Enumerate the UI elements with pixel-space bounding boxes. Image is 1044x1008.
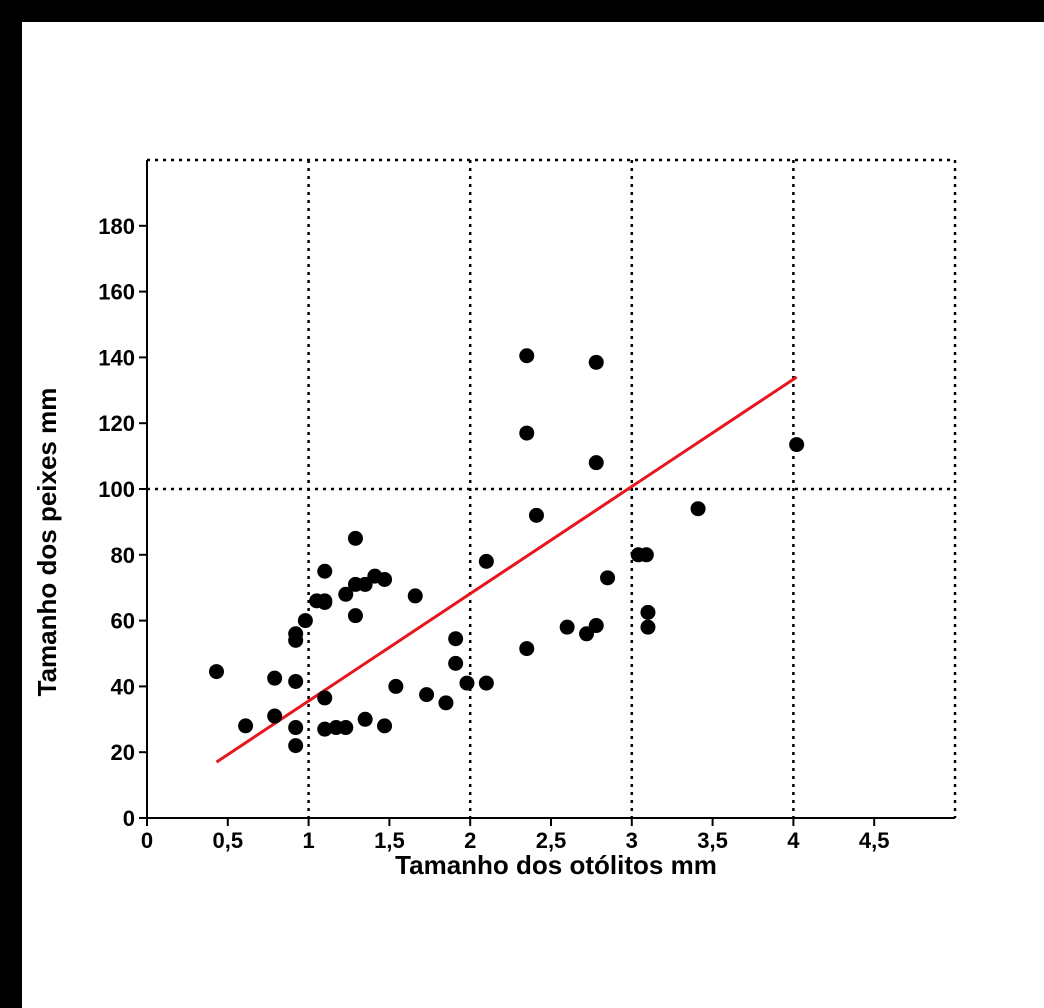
data-point-44: [588, 618, 604, 634]
data-point-51: [789, 437, 805, 453]
data-point-2: [267, 670, 283, 686]
data-point-8: [288, 738, 304, 754]
data-point-43: [588, 455, 604, 471]
data-point-36: [519, 348, 535, 364]
data-point-14: [317, 690, 333, 706]
x-tick-label-8: 4: [787, 828, 800, 853]
x-tick-label-0: 0: [141, 828, 153, 853]
x-tick-label-6: 3: [626, 828, 638, 853]
data-point-47: [638, 547, 654, 563]
y-axis-title: Tamanho dos peixes mm: [32, 388, 62, 697]
trendline-group: [215, 375, 798, 764]
data-point-33: [459, 675, 475, 691]
data-point-45: [600, 570, 616, 586]
axis-ticks: 0 20 40 60 80 100 120 140 160 180 0 0,5 1 1,5 2 2,5 3 3,5…: [98, 214, 889, 853]
data-point-25: [377, 571, 393, 587]
data-point-40: [559, 619, 575, 635]
data-point-49: [640, 619, 656, 635]
data-point-35: [478, 675, 494, 691]
x-tick-label-7: 3,5: [697, 828, 728, 853]
data-point-11: [317, 563, 333, 579]
data-point-9: [297, 613, 313, 629]
data-point-5: [288, 632, 304, 648]
x-tick-label-3: 1,5: [374, 828, 405, 853]
x-tick-label-1: 0,5: [213, 828, 244, 853]
data-point-23: [357, 711, 373, 727]
data-point-29: [419, 687, 435, 703]
scatter-chart: 0 20 40 60 80 100 120 140 160 180 0 0,5 1 1,5 2 2,5 3 3,5…: [32, 158, 957, 880]
data-point-15: [317, 721, 333, 737]
x-tick-label-9: 4,5: [859, 828, 890, 853]
x-axis-title: Tamanho dos otólitos mm: [395, 850, 717, 880]
data-point-31: [448, 631, 464, 647]
data-points: [208, 348, 805, 754]
data-point-34: [478, 553, 494, 569]
data-point-42: [588, 354, 604, 370]
x-tick-label-2: 1: [302, 828, 314, 853]
trendline: [215, 375, 798, 764]
data-point-37: [519, 425, 535, 441]
data-point-0: [208, 664, 224, 680]
gridlines: [147, 160, 955, 818]
y-tick-label-3: 60: [111, 609, 135, 634]
data-point-1: [238, 718, 254, 734]
data-point-38: [519, 641, 535, 657]
data-point-32: [448, 655, 464, 671]
data-point-39: [528, 507, 544, 523]
data-point-19: [347, 530, 363, 546]
chart-frame: 0 20 40 60 80 100 120 140 160 180 0 0,5 1 1,5 2 2,5 3 3,5…: [22, 22, 1044, 1008]
y-tick-label-2: 40: [111, 674, 135, 699]
data-point-28: [407, 588, 423, 604]
data-point-21: [347, 608, 363, 624]
data-point-26: [377, 718, 393, 734]
data-point-7: [288, 720, 304, 736]
y-tick-label-1: 20: [111, 740, 135, 765]
x-tick-label-4: 2: [464, 828, 476, 853]
data-point-6: [288, 673, 304, 689]
data-point-18: [338, 586, 354, 602]
data-point-3: [267, 708, 283, 724]
data-point-48: [640, 604, 656, 620]
data-point-27: [388, 678, 404, 694]
x-tick-label-5: 2,5: [536, 828, 567, 853]
y-tick-label-5: 100: [98, 477, 135, 502]
data-point-50: [690, 501, 706, 517]
data-point-30: [438, 695, 454, 711]
y-tick-label-4: 80: [111, 543, 135, 568]
y-tick-label-9: 180: [98, 214, 135, 239]
data-point-17: [338, 720, 354, 736]
y-tick-label-8: 160: [98, 280, 135, 305]
data-point-13: [317, 595, 333, 611]
y-tick-label-0: 0: [123, 806, 135, 831]
y-tick-label-6: 120: [98, 411, 135, 436]
y-tick-label-7: 140: [98, 345, 135, 370]
